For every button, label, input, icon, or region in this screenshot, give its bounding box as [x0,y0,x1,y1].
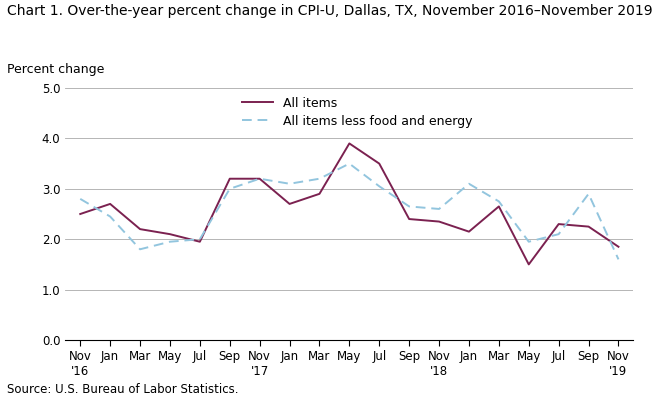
All items less food and energy [136,247,144,252]
All items less food and energy [435,206,443,211]
All items [166,232,174,236]
All items less food and energy [196,237,204,242]
Text: Source: U.S. Bureau of Labor Statistics.: Source: U.S. Bureau of Labor Statistics. [7,383,238,396]
All items less food and energy [76,196,84,201]
All items less food and energy [345,161,353,166]
All items less food and energy [584,192,592,196]
Text: Percent change: Percent change [7,63,104,76]
All items less food and energy [406,204,413,209]
All items less food and energy [495,199,503,204]
All items less food and energy [106,214,114,219]
Text: Chart 1. Over-the-year percent change in CPI-U, Dallas, TX, November 2016–Novemb: Chart 1. Over-the-year percent change in… [7,4,652,18]
All items [76,212,84,216]
All items [256,176,264,181]
Line: All items less food and energy: All items less food and energy [80,164,618,259]
All items [584,224,592,229]
All items less food and energy [555,232,563,236]
All items [555,222,563,226]
All items less food and energy [315,176,323,181]
All items [136,227,144,232]
All items [196,239,204,244]
All items less food and energy [375,184,383,189]
All items less food and energy [465,181,473,186]
Line: All items: All items [80,144,618,264]
All items [465,229,473,234]
All items less food and energy [166,239,174,244]
All items [495,204,503,209]
All items [525,262,533,267]
All items less food and energy [256,176,264,181]
All items [435,219,443,224]
All items [406,217,413,222]
All items less food and energy [226,186,234,191]
All items [315,192,323,196]
All items [375,161,383,166]
All items [285,202,293,206]
All items [226,176,234,181]
All items [614,244,622,249]
All items [345,141,353,146]
All items less food and energy [285,181,293,186]
Legend: All items, All items less food and energy: All items, All items less food and energ… [242,97,473,128]
All items less food and energy [614,257,622,262]
All items [106,202,114,206]
All items less food and energy [525,239,533,244]
